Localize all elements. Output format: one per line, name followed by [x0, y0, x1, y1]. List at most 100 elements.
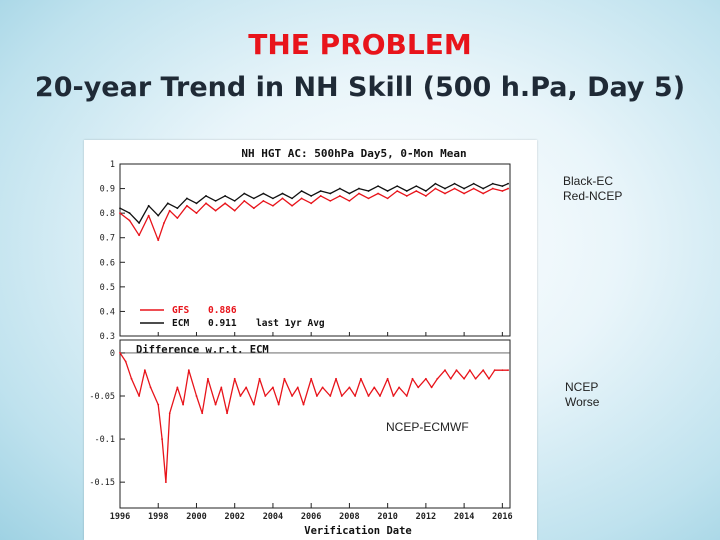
diff-point — [424, 377, 427, 380]
diff-point — [157, 403, 160, 406]
gfs-point — [482, 192, 485, 195]
y-tick-label-top: 0.8 — [100, 209, 115, 219]
diff-point — [468, 369, 471, 372]
gfs-point — [252, 207, 255, 210]
gfs-point — [377, 192, 379, 195]
gfs-point — [434, 187, 437, 190]
diff-point — [130, 377, 133, 380]
ecm-point — [272, 197, 274, 200]
diff-point — [411, 377, 414, 380]
diff-point — [436, 377, 439, 380]
diff-point — [501, 369, 504, 372]
gfs-point — [491, 187, 494, 190]
diff-point — [310, 377, 313, 380]
ecm-point — [434, 182, 437, 185]
diff-point — [272, 386, 274, 389]
gfs-point — [300, 197, 303, 200]
gfs-point — [128, 219, 131, 222]
ecm-point — [157, 214, 160, 217]
ecm-point — [424, 190, 427, 192]
gfs-point — [233, 209, 236, 212]
gfs-point — [281, 197, 284, 200]
diff-point — [449, 377, 452, 380]
gfs-point — [367, 197, 370, 200]
diff-point — [220, 386, 223, 389]
ecm-point — [386, 190, 389, 192]
gfs-point — [424, 195, 427, 197]
diff-point — [258, 377, 261, 380]
diff-point — [488, 377, 490, 380]
gfs-point — [396, 190, 399, 192]
diff-title: Difference w.r.t. ECM — [136, 344, 269, 356]
gfs-point — [472, 187, 475, 190]
ncep-worse-line2: Worse — [565, 395, 600, 409]
diff-point — [252, 403, 255, 406]
diff-point — [195, 395, 198, 397]
ecm-point — [463, 187, 466, 190]
gfs-series-line — [119, 187, 509, 241]
x-axis-label: Verification Date — [304, 525, 411, 537]
ecm-point — [415, 185, 418, 188]
y-tick-label-top: 0.9 — [100, 185, 115, 195]
gfs-point — [157, 239, 160, 242]
ecm-point — [262, 192, 265, 195]
ecm-point — [119, 207, 121, 210]
ecm-point — [338, 187, 341, 190]
y-tick-label-top: 0.3 — [100, 332, 115, 342]
diff-point — [161, 438, 163, 440]
gfs-point — [272, 204, 274, 207]
diff-point — [233, 377, 236, 380]
ecm-point — [186, 197, 188, 200]
diff-point — [176, 386, 179, 389]
ecm-point — [252, 197, 255, 200]
ecm-point — [205, 195, 207, 197]
diff-point — [340, 395, 343, 397]
ncep-worse-line1: NCEP — [565, 380, 599, 394]
gfs-point — [119, 212, 121, 215]
gfs-point — [463, 192, 466, 195]
diff-point — [430, 386, 433, 389]
gfs-point — [338, 195, 341, 197]
y-tick-label-top: 0.4 — [100, 307, 115, 317]
legend-note-ec: Black-EC — [563, 174, 614, 188]
diff-point — [264, 395, 267, 397]
x-tick-label: 2002 — [224, 512, 244, 522]
diff-point — [277, 403, 280, 406]
ecm-point — [233, 199, 236, 202]
ecm-point — [444, 187, 446, 190]
diff-point — [201, 412, 204, 415]
ecm-point — [377, 185, 379, 188]
diff-series-line — [119, 352, 509, 483]
gfs-point — [176, 217, 179, 219]
diff-point — [245, 386, 248, 389]
ecm-series-line — [119, 183, 509, 224]
gfs-point — [358, 192, 360, 195]
x-tick-label: 2000 — [186, 512, 206, 522]
diff-point — [164, 481, 167, 484]
gfs-point — [501, 190, 504, 192]
ecm-point — [243, 192, 246, 195]
gfs-point — [348, 199, 351, 202]
ecm-point — [472, 182, 475, 185]
ecm-point — [195, 202, 198, 205]
gfs-point — [168, 209, 171, 212]
diff-point — [507, 369, 509, 372]
diff-point — [302, 403, 305, 406]
ecm-point — [507, 182, 509, 185]
diff-point — [455, 369, 458, 372]
diff-point — [207, 377, 209, 380]
diff-point — [143, 369, 146, 372]
series-legend-note: Black-EC Red-NCEP — [563, 174, 622, 204]
gfs-point — [205, 202, 207, 205]
gfs-point — [186, 204, 188, 207]
x-tick-label: 2004 — [263, 512, 283, 522]
diff-point — [444, 369, 446, 372]
gfs-point — [310, 202, 313, 205]
legend-ecm-note: last 1yr Avg — [256, 318, 325, 329]
y-tick-label-diff: -0.15 — [89, 478, 115, 488]
diff-point — [214, 403, 217, 406]
gfs-point — [329, 199, 332, 202]
gfs-point — [386, 197, 389, 200]
diff-point — [386, 377, 389, 380]
diff-point — [359, 377, 362, 380]
